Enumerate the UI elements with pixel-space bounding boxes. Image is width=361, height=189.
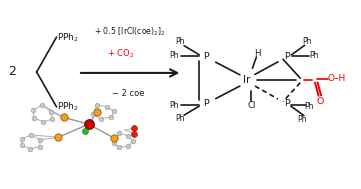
Text: Ph: Ph	[169, 101, 179, 110]
Point	[109, 115, 114, 119]
Point	[39, 103, 45, 106]
Point	[30, 109, 36, 112]
Text: P: P	[284, 53, 290, 61]
Point	[130, 139, 136, 143]
Text: Cl: Cl	[247, 101, 256, 110]
Point	[48, 110, 54, 113]
Text: PPh$_2$: PPh$_2$	[57, 31, 79, 43]
Text: PPh$_2$: PPh$_2$	[57, 100, 79, 113]
Text: Ir: Ir	[243, 75, 251, 85]
Point	[126, 135, 131, 138]
Point	[37, 145, 43, 148]
Text: + CO$_2$: + CO$_2$	[108, 48, 135, 60]
Text: Ph: Ph	[175, 114, 184, 123]
Text: P: P	[203, 99, 209, 108]
Point	[19, 137, 25, 140]
Text: Ph: Ph	[303, 37, 312, 46]
Point	[98, 117, 104, 120]
Point	[86, 123, 92, 126]
Text: O: O	[317, 97, 324, 106]
Point	[19, 144, 25, 147]
Point	[111, 141, 117, 144]
Point	[111, 110, 117, 113]
Text: H: H	[254, 49, 260, 58]
Point	[38, 138, 43, 141]
Text: 2: 2	[8, 65, 16, 78]
Point	[117, 131, 122, 134]
Point	[27, 147, 33, 150]
Point	[111, 136, 117, 139]
Point	[55, 136, 61, 139]
Text: O–H: O–H	[327, 74, 345, 83]
Point	[82, 129, 88, 132]
Point	[126, 145, 131, 148]
Point	[94, 103, 100, 106]
Text: P: P	[203, 53, 209, 61]
Point	[94, 110, 100, 113]
Text: Ph: Ph	[304, 102, 314, 111]
Point	[104, 105, 110, 108]
Point	[40, 120, 46, 123]
Point	[116, 146, 122, 149]
Point	[131, 126, 137, 129]
Text: Ph: Ph	[175, 37, 184, 46]
Text: P: P	[284, 99, 290, 108]
Point	[91, 113, 96, 116]
Point	[29, 133, 34, 136]
Text: + 0.5 [IrCl(coe)$_2$]$_2$: + 0.5 [IrCl(coe)$_2$]$_2$	[94, 25, 165, 38]
Text: Ph: Ph	[297, 115, 306, 124]
Point	[31, 116, 37, 119]
Text: Ph: Ph	[309, 51, 318, 60]
Point	[131, 132, 137, 135]
Text: Ph: Ph	[169, 51, 179, 60]
Text: − 2 coe: − 2 coe	[112, 89, 145, 98]
Point	[61, 116, 66, 119]
Point	[49, 118, 55, 121]
